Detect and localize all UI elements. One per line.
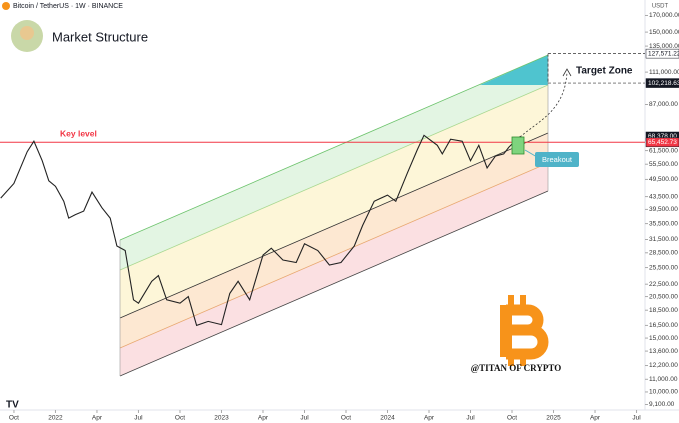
y-tick-label: 20,500.00 xyxy=(649,293,678,300)
avatar-face xyxy=(20,26,34,40)
x-tick-label: Oct xyxy=(507,415,517,422)
key-level-label: Key level xyxy=(60,129,97,139)
y-tick-label: 61,500.00 xyxy=(649,147,678,154)
x-tick-label: Apr xyxy=(258,415,269,422)
annotation: Breakout xyxy=(542,155,573,164)
y-tick-label: 12,200.00 xyxy=(649,362,678,369)
y-tick-label: 18,500.00 xyxy=(649,307,678,314)
logo-tick xyxy=(508,295,514,305)
price-label: 68,378.00 xyxy=(648,133,677,140)
y-tick-label: 15,000.00 xyxy=(649,335,678,342)
x-tick-label: Apr xyxy=(590,415,601,422)
y-tick-label: 150,000.00 xyxy=(649,29,679,36)
y-tick-label: 31,500.00 xyxy=(649,236,678,243)
arrow-head xyxy=(562,68,572,77)
x-tick-label: Jul xyxy=(134,415,143,422)
price-label-box xyxy=(645,137,679,148)
price-label: 65,452.73 xyxy=(648,139,677,146)
tv-logo: TV xyxy=(6,400,19,411)
x-tick-label: Apr xyxy=(92,415,103,422)
y-tick-label: 13,600.00 xyxy=(649,348,678,355)
y-tick-label: 16,500.00 xyxy=(649,322,678,329)
x-tick-label: Apr xyxy=(424,415,435,422)
symbol-icon xyxy=(2,2,10,10)
header: Bitcoin / TetherUS · 1W · BINANCE xyxy=(13,3,123,10)
band-yellow xyxy=(120,85,548,318)
y-tick-label: 170,000.00 xyxy=(649,12,679,19)
y-tick-label: 9,100.00 xyxy=(649,401,675,408)
projection-arrow xyxy=(519,71,568,138)
y-tick-label: 39,500.00 xyxy=(649,206,678,213)
y-tick-label: 10,000.00 xyxy=(649,389,678,396)
x-tick-label: Jul xyxy=(466,415,475,422)
chart-title: Market Structure xyxy=(52,29,148,44)
y-tick-label: 135,000.00 xyxy=(649,43,679,50)
bitcoin-logo xyxy=(500,295,549,366)
channel-line xyxy=(119,54,549,241)
breakout-box xyxy=(511,136,525,155)
channel-line xyxy=(119,162,549,349)
watermark: @TITAN OF CRYPTO xyxy=(471,363,561,373)
x-tick-label: 2024 xyxy=(380,415,395,422)
marks xyxy=(0,53,645,327)
x-tick-label: 2025 xyxy=(546,415,561,422)
y-tick-label: 111,000.00 xyxy=(649,69,679,76)
price-line xyxy=(0,134,521,327)
price-label-box xyxy=(645,78,679,88)
y-tick-label: 49,500.00 xyxy=(649,176,678,183)
x-tick-label: Oct xyxy=(341,415,351,422)
channel-line xyxy=(119,190,549,377)
logo-tick xyxy=(520,356,526,366)
x-tick-label: 2022 xyxy=(48,415,63,422)
logo-bowls xyxy=(506,304,549,360)
x-tick-label: Jul xyxy=(300,415,309,422)
y-tick-label: 22,500.00 xyxy=(649,281,678,288)
x-tick-label: Jul xyxy=(632,415,641,422)
y-tick-label: 25,500.00 xyxy=(649,264,678,271)
logo-tick xyxy=(508,356,514,366)
y-tick-label: 43,500.00 xyxy=(649,193,678,200)
channel-line xyxy=(119,132,549,319)
channel xyxy=(119,54,549,377)
y-tick-label: 28,500.00 xyxy=(649,250,678,257)
annotation: Target Zone xyxy=(576,66,633,77)
y-tick-label: 35,500.00 xyxy=(649,220,678,227)
band-orange xyxy=(120,133,548,348)
y-tick-label: 55,500.00 xyxy=(649,161,678,168)
x-tick-label: Oct xyxy=(9,415,19,422)
band-green xyxy=(120,55,548,270)
breakout-label-box xyxy=(535,152,579,167)
price-label: 127,571.22 xyxy=(648,50,679,57)
logo-tick xyxy=(520,295,526,305)
y-unit: USDT xyxy=(652,4,669,10)
band-pink xyxy=(120,163,548,376)
channel-line xyxy=(119,84,549,271)
price-label-box xyxy=(645,48,679,59)
y-tick-label: 87,000.00 xyxy=(649,101,678,108)
x-tick-label: Oct xyxy=(175,415,185,422)
y-tick-label: 11,000.00 xyxy=(649,376,678,383)
x-tick-label: 2023 xyxy=(214,415,229,422)
price-label: 102,218.63 xyxy=(648,80,679,87)
